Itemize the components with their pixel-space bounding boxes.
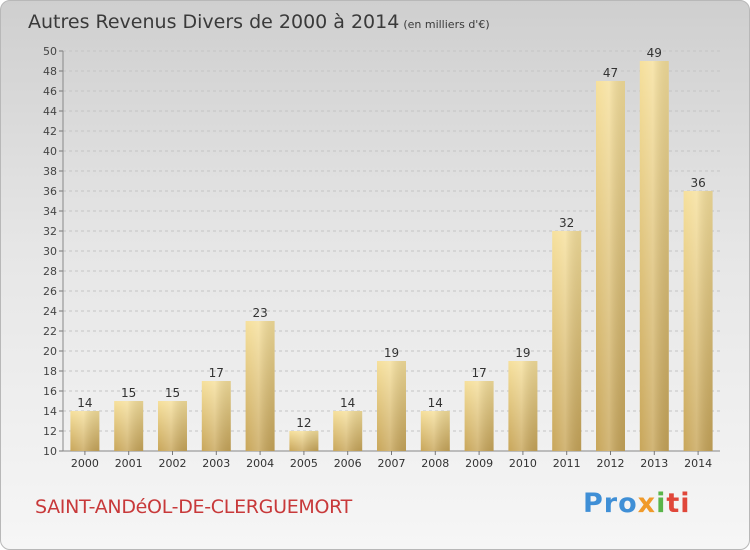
proxiti-logo: Proxiti — [583, 488, 691, 519]
y-tick-label: 18 — [43, 365, 57, 378]
data-label-2006: 14 — [340, 396, 355, 410]
data-label-2012: 47 — [603, 66, 618, 80]
x-tick-label-2014: 2014 — [684, 457, 712, 470]
y-tick-label: 36 — [43, 185, 57, 198]
y-tick-label: 32 — [43, 225, 57, 238]
data-label-2004: 23 — [252, 306, 267, 320]
bar-shine-2010 — [508, 361, 538, 451]
data-label-2002: 15 — [165, 386, 180, 400]
x-tick-label-2006: 2006 — [334, 457, 362, 470]
bar-shine-2004 — [245, 321, 275, 451]
bar-shine-2014 — [683, 191, 713, 451]
bar-shine-2005 — [289, 431, 319, 451]
x-tick-label-2005: 2005 — [290, 457, 318, 470]
bar-shine-2012 — [596, 81, 625, 451]
chart-title-text: Autres Revenus Divers de 2000 à 2014 — [28, 11, 400, 33]
x-tick-label-2007: 2007 — [378, 457, 406, 470]
x-tick-label-2009: 2009 — [465, 457, 493, 470]
x-tick-label-2001: 2001 — [115, 457, 143, 470]
x-tick-label-2003: 2003 — [202, 457, 230, 470]
y-tick-label: 38 — [43, 165, 57, 178]
x-tick-label-2002: 2002 — [159, 457, 187, 470]
x-tick-label-2012: 2012 — [597, 457, 625, 470]
bar-shine-2001 — [114, 401, 144, 451]
bar-shine-2009 — [464, 381, 494, 451]
x-tick-label-2010: 2010 — [509, 457, 537, 470]
x-tick-label-2004: 2004 — [246, 457, 274, 470]
bar-shine-2011 — [552, 231, 582, 451]
x-tick-label-2008: 2008 — [421, 457, 449, 470]
data-label-2005: 12 — [296, 416, 311, 430]
y-tick-label: 10 — [43, 445, 57, 458]
y-tick-label: 46 — [43, 85, 57, 98]
bar-shine-2013 — [639, 61, 669, 451]
bar-shine-2008 — [420, 411, 450, 451]
bar-shine-2007 — [377, 361, 406, 451]
bar-shine-2000 — [70, 411, 100, 451]
logo-part-4: ti — [666, 488, 691, 519]
y-tick-label: 24 — [43, 305, 57, 318]
y-tick-label: 12 — [43, 425, 57, 438]
y-tick-label: 40 — [43, 145, 57, 158]
bar-shine-2003 — [201, 381, 231, 451]
logo-part-2: x — [637, 488, 657, 519]
data-label-2001: 15 — [121, 386, 136, 400]
data-label-2007: 19 — [384, 346, 399, 360]
data-label-2010: 19 — [515, 346, 530, 360]
y-tick-label: 34 — [43, 205, 57, 218]
y-tick-label: 28 — [43, 265, 57, 278]
data-label-2003: 17 — [209, 366, 224, 380]
data-label-2013: 49 — [647, 46, 662, 60]
data-label-2000: 14 — [77, 396, 92, 410]
y-tick-label: 50 — [43, 45, 57, 58]
x-tick-label-2011: 2011 — [553, 457, 581, 470]
logo-part-1: Pro — [583, 488, 638, 519]
y-tick-label: 42 — [43, 125, 57, 138]
y-tick-label: 48 — [43, 65, 57, 78]
chart-title: Autres Revenus Divers de 2000 à 2014 (en … — [28, 11, 490, 33]
y-tick-label: 14 — [43, 405, 57, 418]
data-label-2009: 17 — [471, 366, 486, 380]
x-tick-label-2000: 2000 — [71, 457, 99, 470]
y-tick-label: 22 — [43, 325, 57, 338]
labels: 10 12 14 16 18 20 22 24 26 28 30 32 34 36 38 40 42 44 46 48… — [43, 45, 712, 470]
chart-title-unit: (en milliers d'€) — [403, 18, 490, 31]
y-tick-label: 26 — [43, 285, 57, 298]
bar-shine-2006 — [333, 411, 363, 451]
bar-shine-2002 — [158, 401, 187, 451]
y-tick-label: 16 — [43, 385, 57, 398]
y-tick-label: 30 — [43, 245, 57, 258]
commune-name: SAINT-ANDéOL-DE-CLERGUEMORT — [35, 496, 352, 518]
data-label-2008: 14 — [428, 396, 443, 410]
bars — [70, 61, 713, 451]
data-label-2014: 36 — [690, 176, 705, 190]
y-tick-label: 44 — [43, 105, 57, 118]
data-label-2011: 32 — [559, 216, 574, 230]
y-tick-label: 20 — [43, 345, 57, 358]
logo-part-3: i — [656, 488, 667, 519]
x-tick-label-2013: 2013 — [640, 457, 668, 470]
